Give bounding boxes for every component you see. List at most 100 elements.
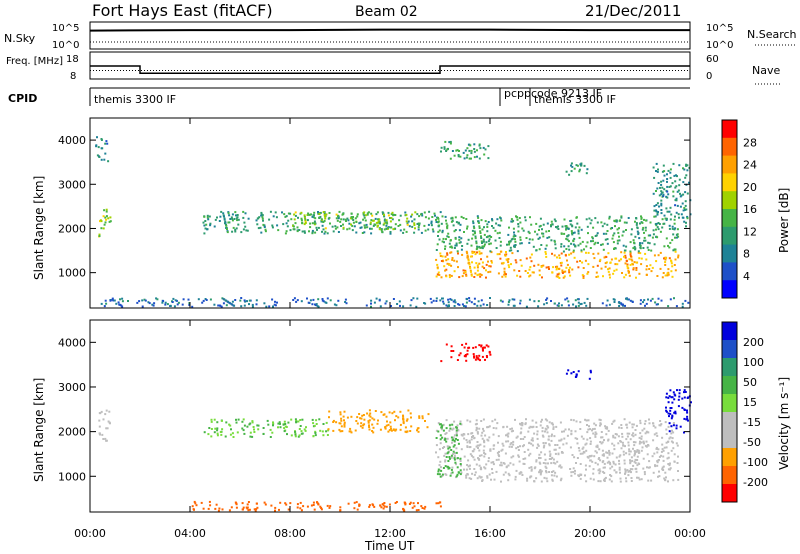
- scatter-cell: [273, 303, 276, 306]
- scatter-cell: [526, 479, 529, 482]
- scatter-cell: [450, 468, 453, 471]
- scatter-cell: [447, 467, 450, 470]
- scatter-cell: [507, 435, 510, 438]
- colorbar-tick-label: 28: [743, 136, 757, 149]
- scatter-cell: [306, 297, 308, 300]
- scatter-cell: [466, 154, 469, 157]
- scatter-cell: [586, 438, 589, 441]
- scatter-cell: [445, 304, 448, 307]
- scatter-cell: [615, 433, 618, 436]
- scatter-cell: [566, 259, 568, 262]
- scatter-cell: [486, 475, 489, 478]
- cpid-entry: pcppcode 9213 IF: [504, 87, 602, 100]
- scatter-cell: [675, 211, 678, 214]
- scatter-cell: [565, 228, 567, 231]
- scatter-cell: [667, 463, 670, 465]
- scatter-cell: [501, 448, 504, 451]
- scatter-cell: [667, 268, 670, 271]
- scatter-cell: [662, 455, 665, 458]
- scatter-cell: [514, 235, 517, 237]
- scatter-cell: [611, 452, 614, 455]
- scatter-cell: [104, 142, 107, 145]
- scatter-cell: [569, 223, 572, 226]
- scatter-cell: [230, 506, 233, 509]
- scatter-cell: [251, 420, 254, 423]
- scatter-cell: [614, 463, 617, 466]
- scatter-cell: [188, 302, 191, 305]
- scatter-cell: [608, 217, 611, 220]
- scatter-cell: [210, 435, 213, 438]
- scatter-cell: [356, 215, 359, 218]
- scatter-cell: [676, 204, 679, 207]
- scatter-cell: [258, 216, 261, 219]
- scatter-cell: [459, 469, 462, 472]
- scatter-cell: [213, 431, 216, 434]
- scatter-cell: [510, 430, 513, 433]
- scatter-cell: [667, 468, 670, 471]
- scatter-cell: [435, 444, 438, 447]
- scatter-cell: [191, 305, 194, 308]
- scatter-cell: [571, 232, 573, 235]
- scatter-cell: [466, 349, 469, 352]
- scatter-cell: [657, 297, 660, 300]
- scatter-cell: [583, 451, 586, 454]
- scatter-cell: [668, 430, 671, 433]
- scatter-cell: [322, 221, 325, 223]
- scatter-cell: [585, 245, 588, 248]
- scatter-cell: [593, 422, 596, 425]
- scatter-cell: [558, 465, 561, 468]
- scatter-cell: [681, 305, 684, 308]
- scatter-cell: [543, 303, 546, 306]
- scatter-cell: [677, 235, 680, 238]
- scatter-cell: [475, 419, 478, 422]
- scatter-cell: [108, 220, 111, 223]
- scatter-cell: [313, 508, 316, 511]
- scatter-cell: [632, 435, 635, 438]
- scatter-cell: [206, 216, 209, 219]
- scatter-cell: [667, 412, 670, 415]
- scatter-cell: [637, 250, 640, 253]
- scatter-cell: [225, 304, 228, 307]
- scatter-cell: [542, 446, 545, 449]
- scatter-cell: [525, 237, 528, 239]
- scatter-cell: [264, 230, 267, 233]
- velocity-regions: [98, 342, 692, 512]
- scatter-cell: [652, 471, 655, 474]
- scatter-cell: [651, 266, 654, 269]
- scatter-cell: [573, 472, 576, 475]
- scatter-cell: [227, 301, 230, 304]
- scatter-cell: [371, 430, 374, 432]
- scatter-cell: [565, 225, 568, 227]
- scatter-cell: [274, 211, 277, 214]
- scatter-cell: [541, 232, 543, 235]
- scatter-cell: [539, 473, 542, 476]
- scatter-cell: [175, 299, 178, 302]
- scatter-cell: [677, 398, 680, 401]
- scatter-cell: [550, 435, 553, 438]
- scatter-cell: [443, 265, 446, 268]
- scatter-cell: [556, 460, 559, 463]
- scatter-cell: [279, 426, 282, 429]
- scatter-cell: [380, 229, 383, 232]
- scatter-cell: [569, 446, 572, 449]
- scatter-cell: [456, 473, 459, 476]
- scatter-cell: [262, 427, 265, 429]
- scatter-cell: [662, 272, 665, 274]
- scatter-cell: [466, 254, 469, 257]
- scatter-cell: [627, 298, 630, 301]
- scatter-cell: [621, 435, 624, 438]
- scatter-cell: [460, 464, 462, 467]
- scatter-cell: [203, 232, 206, 235]
- scatter-cell: [474, 346, 477, 349]
- scatter-cell: [509, 428, 512, 431]
- scatter-cell: [510, 220, 513, 223]
- scatter-cell: [528, 275, 531, 278]
- scatter-cell: [463, 305, 465, 307]
- scatter-cell: [604, 425, 607, 428]
- scatter-cell: [437, 468, 440, 471]
- scatter-cell: [525, 305, 528, 308]
- scatter-cell: [618, 302, 621, 305]
- scatter-cell: [343, 425, 346, 428]
- scatter-cell: [660, 193, 663, 196]
- scatter-cell: [499, 464, 502, 467]
